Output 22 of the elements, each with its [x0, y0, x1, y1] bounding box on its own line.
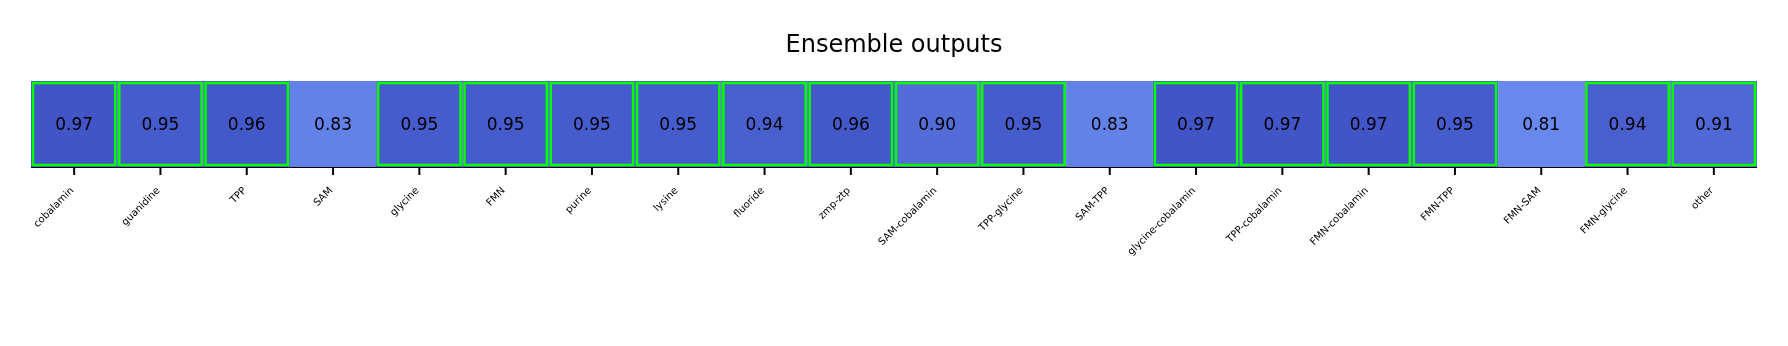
data-label: 0.97 — [55, 114, 94, 134]
data-label: 0.95 — [1436, 114, 1474, 134]
data-label: 0.91 — [1694, 114, 1733, 134]
data-label: 0.95 — [400, 114, 439, 134]
data-label: 0.97 — [1349, 114, 1388, 134]
data-label: 0.95 — [141, 114, 180, 134]
data-label: 0.95 — [573, 114, 611, 134]
x-tick-label: TPP — [226, 184, 249, 206]
data-label: 0.95 — [486, 114, 525, 134]
data-label: 0.81 — [1522, 114, 1561, 134]
data-label: 0.97 — [1263, 114, 1302, 134]
data-label: 0.94 — [1608, 114, 1647, 134]
data-label: 0.96 — [227, 114, 266, 134]
data-label: 0.94 — [745, 114, 784, 134]
data-label: 0.83 — [314, 114, 352, 134]
chart-title: Ensemble outputs — [784, 30, 1004, 58]
data-label: 0.97 — [1177, 114, 1215, 134]
data-label: 0.95 — [659, 114, 698, 134]
data-label: 0.96 — [831, 114, 870, 134]
data-label: 0.95 — [1004, 114, 1043, 134]
data-label: 0.83 — [1090, 114, 1129, 134]
data-label: 0.90 — [918, 114, 957, 134]
